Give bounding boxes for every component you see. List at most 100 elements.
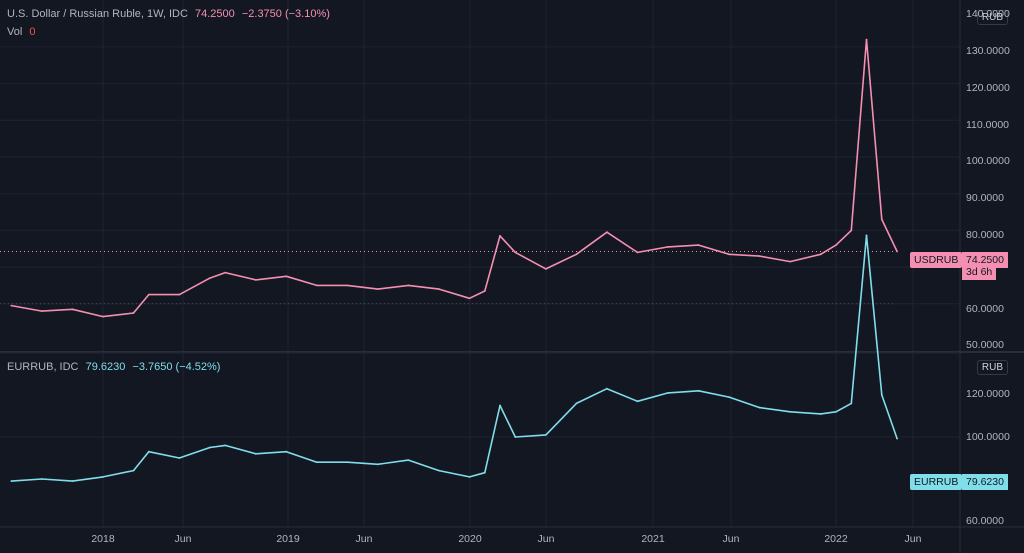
data-point	[41, 310, 43, 312]
data-point	[315, 284, 318, 287]
eurrub-symbol: EURRUB, IDC	[7, 361, 79, 373]
data-point	[483, 471, 486, 474]
data-point	[209, 446, 211, 449]
usdrub-last: 74.2500	[195, 8, 235, 20]
data-point	[178, 293, 181, 296]
x-tick: 2022	[824, 533, 848, 545]
data-point	[102, 315, 104, 318]
data-point	[636, 400, 639, 403]
data-point	[10, 480, 13, 482]
data-point	[758, 406, 761, 409]
eurrub-price-tag: 79.6230	[962, 474, 1008, 490]
data-point	[728, 396, 730, 398]
data-point	[789, 260, 792, 263]
bar-countdown: 3d 6h	[962, 266, 997, 280]
data-point	[880, 218, 883, 221]
data-point	[606, 387, 608, 390]
y-tick: 100.0000	[966, 431, 1010, 443]
y-tick: 120.0000	[966, 388, 1010, 400]
data-point	[514, 436, 517, 438]
data-point	[209, 277, 211, 279]
data-point	[147, 450, 150, 453]
data-point	[346, 461, 349, 464]
data-point	[499, 235, 501, 237]
data-point	[377, 463, 379, 466]
x-tick: 2020	[458, 533, 482, 545]
y-tick: 80.0000	[966, 229, 1004, 241]
data-point	[468, 476, 471, 478]
data-point	[285, 275, 288, 278]
data-point	[71, 308, 74, 311]
data-point	[499, 404, 501, 407]
y-tick: 100.0000	[966, 155, 1010, 167]
data-point	[758, 255, 761, 257]
data-point	[575, 402, 578, 405]
eurrub-currency-badge[interactable]: RUB	[976, 360, 1008, 375]
x-tick: Jun	[722, 533, 740, 545]
x-tick: Jun	[904, 533, 922, 545]
usdrub-symbol-tag: USDRUB	[910, 252, 963, 268]
data-point	[315, 461, 318, 464]
usdrub-change: −2.3750 (−3.10%)	[241, 8, 330, 20]
data-point	[147, 293, 150, 296]
y-tick: 60.0000	[966, 303, 1004, 315]
data-point	[285, 450, 288, 453]
y-tick: 60.0000	[966, 515, 1004, 527]
usdrub-price-tag: 74.2500	[962, 252, 1008, 268]
data-point	[407, 459, 410, 461]
data-point	[377, 288, 379, 290]
data-point	[880, 394, 883, 396]
data-point	[865, 38, 868, 41]
x-tick: Jun	[355, 533, 373, 545]
data-point	[468, 297, 471, 300]
data-point	[865, 234, 868, 237]
data-point	[819, 253, 822, 256]
x-tick: 2018	[91, 533, 115, 545]
y-tick: 140.0000	[966, 8, 1010, 20]
data-point	[697, 389, 700, 392]
data-point	[697, 244, 700, 247]
data-point	[483, 290, 486, 292]
data-point	[896, 250, 898, 253]
data-point	[438, 288, 440, 290]
volume-legend: Vol 0	[7, 26, 39, 38]
data-point	[667, 392, 669, 394]
data-point	[407, 284, 410, 287]
data-point	[850, 402, 853, 405]
y-tick: 50.0000	[966, 339, 1004, 351]
data-point	[728, 253, 730, 256]
usdrub-line	[11, 38, 898, 318]
data-point	[132, 312, 135, 314]
x-tick: Jun	[537, 533, 555, 545]
y-tick: 120.0000	[966, 82, 1010, 94]
data-point	[438, 469, 440, 472]
eurrub-symbol-tag: EURRUB	[910, 474, 963, 490]
data-point	[514, 251, 517, 254]
eurrub-last: 79.6230	[85, 361, 126, 373]
data-point	[132, 469, 135, 472]
vol-value: 0	[29, 26, 36, 38]
data-point	[896, 437, 898, 440]
x-tick: Jun	[174, 533, 192, 545]
data-point	[10, 304, 13, 307]
vol-label: Vol	[7, 26, 23, 38]
data-point	[835, 244, 837, 247]
data-point	[102, 476, 104, 478]
data-point	[789, 410, 792, 413]
data-point	[667, 246, 669, 248]
data-point	[254, 279, 257, 281]
usdrub-symbol: U.S. Dollar / Russian Ruble, 1W, IDC	[7, 8, 188, 20]
data-point	[224, 444, 227, 447]
data-point	[545, 268, 547, 270]
y-tick: 130.0000	[966, 45, 1010, 57]
data-point	[606, 231, 608, 234]
data-point	[545, 434, 547, 436]
data-point	[254, 452, 257, 455]
x-tick: 2021	[641, 533, 665, 545]
eurrub-change: −3.7650 (−4.52%)	[132, 361, 221, 373]
y-tick: 90.0000	[966, 192, 1004, 204]
usdrub-currency-badge[interactable]: RUB	[976, 10, 1008, 25]
data-point	[835, 410, 837, 413]
data-point	[575, 253, 578, 256]
